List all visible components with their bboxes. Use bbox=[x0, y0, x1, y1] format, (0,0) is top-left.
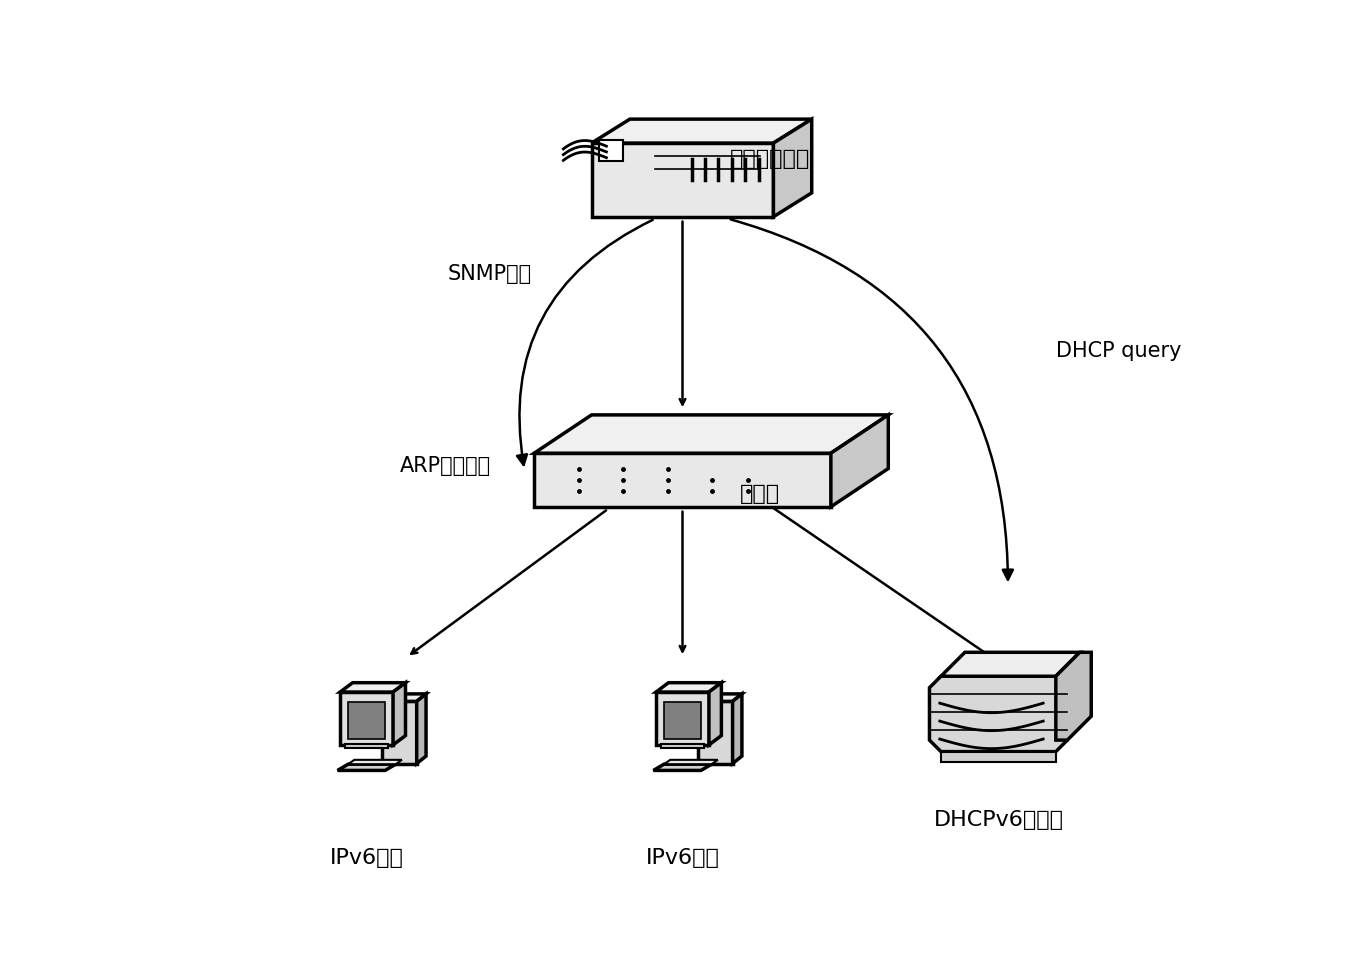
Text: 第一跳路由器: 第一跳路由器 bbox=[730, 150, 811, 169]
Polygon shape bbox=[940, 652, 1080, 676]
Polygon shape bbox=[657, 692, 708, 745]
Polygon shape bbox=[340, 683, 405, 692]
Polygon shape bbox=[416, 694, 426, 763]
Text: DHCP query: DHCP query bbox=[1055, 341, 1181, 361]
Polygon shape bbox=[774, 119, 812, 217]
Polygon shape bbox=[662, 744, 703, 748]
Polygon shape bbox=[382, 702, 416, 763]
Polygon shape bbox=[733, 694, 743, 763]
Polygon shape bbox=[663, 702, 702, 738]
Polygon shape bbox=[348, 702, 385, 738]
Polygon shape bbox=[654, 764, 711, 771]
Polygon shape bbox=[348, 760, 401, 764]
Polygon shape bbox=[591, 119, 812, 143]
Text: ARP协议探测: ARP协议探测 bbox=[400, 456, 491, 475]
Polygon shape bbox=[708, 683, 721, 745]
Polygon shape bbox=[831, 415, 889, 507]
Polygon shape bbox=[534, 415, 889, 453]
Polygon shape bbox=[699, 702, 733, 763]
Polygon shape bbox=[940, 752, 1055, 762]
Polygon shape bbox=[591, 143, 774, 217]
Text: SNMP协议: SNMP协议 bbox=[448, 264, 532, 284]
Polygon shape bbox=[345, 744, 388, 748]
Polygon shape bbox=[663, 760, 718, 764]
Polygon shape bbox=[1055, 652, 1091, 740]
Text: IPv6主机: IPv6主机 bbox=[646, 848, 719, 868]
Polygon shape bbox=[340, 692, 393, 745]
Polygon shape bbox=[382, 694, 426, 702]
Text: IPv6主机: IPv6主机 bbox=[330, 848, 404, 868]
Text: DHCPv6服务器: DHCPv6服务器 bbox=[934, 810, 1063, 829]
Polygon shape bbox=[930, 676, 1067, 752]
Polygon shape bbox=[699, 694, 743, 702]
Polygon shape bbox=[599, 140, 624, 161]
Polygon shape bbox=[657, 683, 721, 692]
Text: 交换机: 交换机 bbox=[740, 485, 779, 504]
Polygon shape bbox=[534, 453, 831, 507]
Polygon shape bbox=[337, 764, 396, 771]
Polygon shape bbox=[393, 683, 405, 745]
